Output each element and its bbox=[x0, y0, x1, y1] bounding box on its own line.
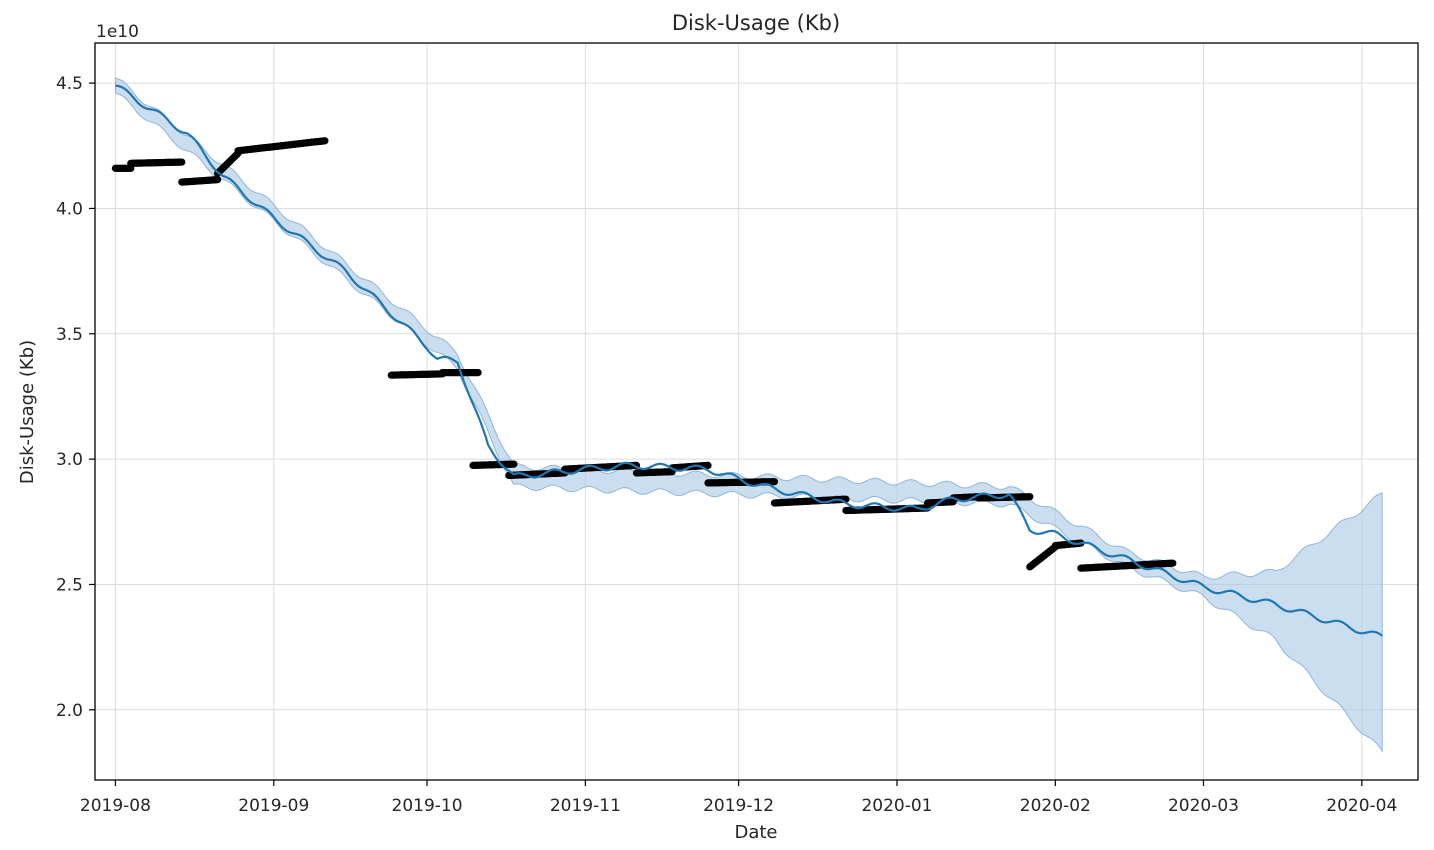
observed-point bbox=[178, 158, 186, 166]
x-tick-label: 2020-03 bbox=[1168, 796, 1239, 816]
x-tick-label: 2020-02 bbox=[1020, 796, 1091, 816]
x-tick-label: 2019-11 bbox=[550, 796, 621, 816]
x-tick-label: 2020-01 bbox=[861, 796, 932, 816]
observed-point bbox=[704, 461, 712, 469]
x-axis-ticks: 2019-08 2019-09 2019-10 2019-11 2019-12 2020-… bbox=[80, 780, 1397, 816]
observed-point bbox=[321, 137, 329, 145]
gridlines bbox=[95, 43, 1418, 780]
x-tick-label: 2019-10 bbox=[392, 796, 463, 816]
y-tick-label: 4.5 bbox=[56, 74, 83, 94]
forecast-line bbox=[115, 84, 1383, 637]
y-axis-label: Disk-Usage (Kb) bbox=[17, 340, 38, 484]
plot-frame bbox=[94, 42, 1419, 781]
uncertainty-band-area bbox=[114, 77, 1383, 753]
observed-point bbox=[474, 369, 482, 377]
x-axis-label: Date bbox=[734, 822, 777, 843]
y-axis-offset-label: 1e10 bbox=[96, 22, 139, 42]
forecast-line-path bbox=[115, 84, 1383, 637]
x-tick-label: 2019-08 bbox=[80, 796, 151, 816]
y-axis-ticks: 2.0 2.5 3.0 3.5 4.0 4.5 bbox=[56, 74, 95, 721]
x-tick-label: 2020-04 bbox=[1326, 796, 1397, 816]
x-tick-label: 2019-12 bbox=[703, 796, 774, 816]
y-tick-label: 4.0 bbox=[56, 199, 83, 219]
x-tick-label: 2019-09 bbox=[238, 796, 309, 816]
observed-point bbox=[1169, 559, 1177, 567]
observed-point bbox=[510, 460, 518, 468]
observed-point bbox=[214, 176, 222, 184]
observed-point bbox=[770, 478, 779, 486]
y-tick-label: 3.0 bbox=[56, 450, 83, 470]
y-tick-label: 2.0 bbox=[56, 701, 83, 721]
observed-point bbox=[1026, 493, 1034, 501]
y-tick-label: 2.5 bbox=[56, 575, 83, 595]
chart-title: Disk-Usage (Kb) bbox=[672, 11, 840, 35]
uncertainty-band bbox=[114, 77, 1383, 753]
y-tick-label: 3.5 bbox=[56, 325, 83, 345]
